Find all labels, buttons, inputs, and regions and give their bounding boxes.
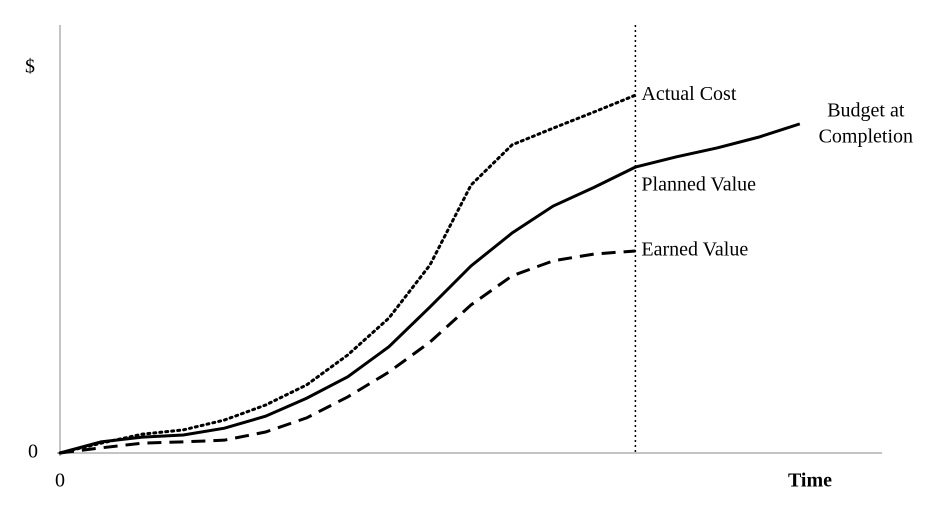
end-label: Budget at — [827, 99, 905, 121]
x-axis-label: Time — [788, 470, 832, 492]
series-line — [59, 122, 801, 455]
x-tick-label: 0 — [55, 470, 65, 492]
y-tick-label: 0 — [28, 441, 38, 463]
series-label: Planned Value — [641, 174, 756, 196]
y-axis-label: $ — [25, 56, 35, 78]
end-label: Completion — [819, 125, 913, 147]
series-line — [58, 93, 637, 455]
series-line — [59, 249, 636, 455]
series-label: Earned Value — [641, 239, 748, 261]
series-label: Actual Cost — [641, 83, 736, 105]
